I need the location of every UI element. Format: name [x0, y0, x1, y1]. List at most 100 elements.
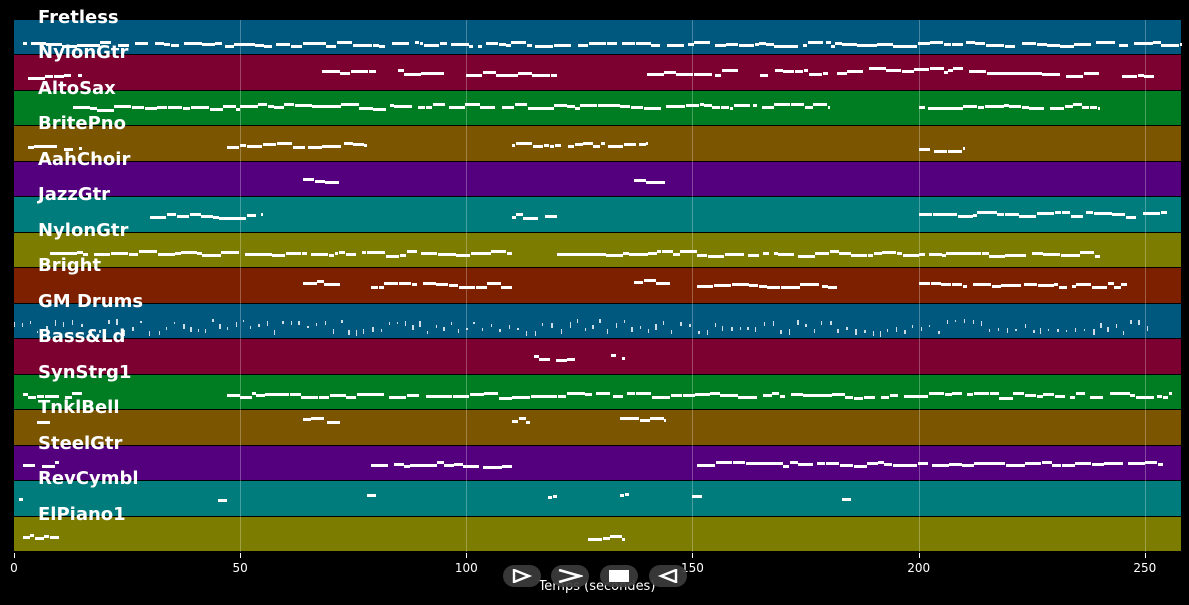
note	[54, 319, 57, 326]
note	[997, 71, 1013, 75]
note	[437, 461, 444, 465]
note	[265, 393, 273, 396]
note	[980, 321, 983, 327]
x-tick-label: 50	[232, 561, 248, 575]
note	[989, 254, 1005, 258]
note	[1069, 395, 1076, 399]
note	[975, 41, 986, 45]
stop-button[interactable]	[600, 565, 638, 587]
note	[682, 394, 695, 398]
note	[55, 461, 60, 465]
note	[664, 71, 676, 75]
note	[577, 44, 589, 48]
note	[85, 43, 100, 47]
note	[30, 534, 35, 538]
note	[223, 105, 237, 109]
note	[650, 417, 664, 421]
note	[1082, 105, 1090, 109]
note	[550, 73, 557, 77]
note	[615, 322, 618, 328]
note	[421, 72, 427, 76]
note	[1112, 213, 1126, 217]
note	[246, 42, 255, 46]
note	[661, 250, 673, 254]
note	[77, 251, 83, 254]
note	[869, 67, 886, 71]
note	[427, 71, 444, 75]
note	[1024, 394, 1037, 398]
note	[704, 103, 712, 107]
note	[1168, 392, 1172, 396]
note	[825, 40, 831, 44]
note	[318, 105, 325, 109]
note	[779, 395, 786, 399]
note	[648, 252, 657, 256]
note	[647, 329, 649, 334]
note	[1065, 330, 1068, 333]
note	[577, 318, 579, 323]
track-label: JazzGtr	[38, 184, 111, 206]
note	[410, 463, 429, 467]
note	[962, 285, 967, 289]
note	[808, 72, 823, 76]
note	[317, 280, 324, 284]
note	[1161, 43, 1180, 47]
note	[873, 462, 878, 466]
note	[321, 69, 340, 73]
rewind-button[interactable]	[649, 565, 687, 587]
note	[426, 330, 429, 334]
note	[715, 73, 722, 77]
note	[610, 534, 622, 538]
note	[469, 393, 484, 397]
note	[1107, 326, 1109, 332]
note	[158, 330, 160, 335]
note	[1083, 328, 1086, 331]
play-from-start-button[interactable]	[503, 565, 541, 587]
note	[872, 330, 874, 336]
note	[896, 326, 898, 332]
note	[334, 251, 339, 255]
note	[46, 325, 48, 331]
note	[882, 251, 897, 255]
note	[219, 216, 232, 220]
play-button[interactable]	[551, 565, 589, 587]
note	[778, 252, 794, 256]
note	[1145, 461, 1158, 465]
note	[303, 282, 317, 286]
track-lane	[14, 516, 1181, 551]
note	[938, 330, 940, 334]
track-lane	[14, 445, 1181, 481]
note	[803, 393, 818, 397]
note	[620, 494, 625, 498]
note	[485, 41, 499, 45]
note	[1130, 394, 1136, 398]
track-lane	[14, 481, 1181, 516]
note	[202, 253, 221, 257]
x-tick	[466, 553, 468, 558]
note	[1119, 44, 1129, 48]
note	[621, 42, 636, 46]
note	[298, 321, 300, 326]
note	[348, 330, 350, 336]
note	[449, 105, 465, 109]
note	[517, 328, 519, 331]
note	[23, 536, 30, 540]
note	[164, 42, 171, 46]
note	[34, 536, 44, 540]
note	[526, 43, 532, 47]
note	[182, 107, 191, 111]
note	[516, 212, 523, 216]
note	[325, 105, 341, 109]
note	[929, 40, 944, 44]
note	[64, 74, 72, 78]
note	[506, 252, 512, 256]
note	[767, 286, 781, 290]
note	[482, 465, 502, 469]
note	[643, 106, 662, 110]
note	[699, 103, 704, 107]
note	[63, 251, 77, 255]
note	[128, 253, 139, 257]
note	[972, 320, 975, 325]
note	[973, 214, 977, 218]
note	[611, 354, 617, 358]
